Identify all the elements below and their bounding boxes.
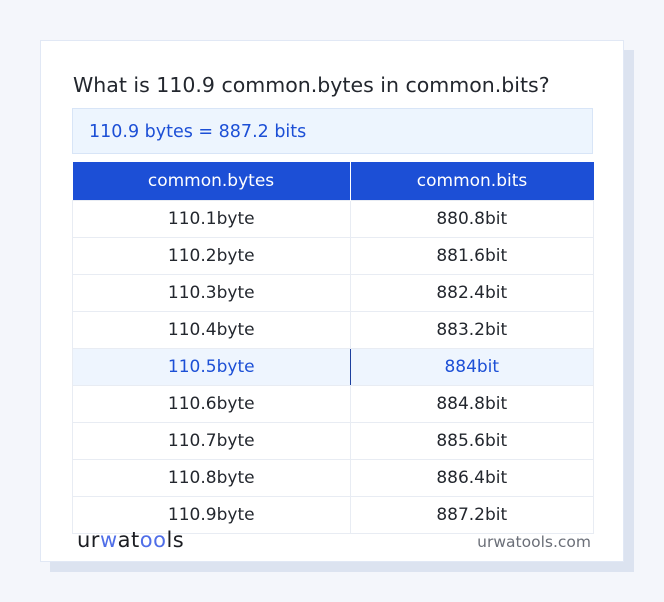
urwatools-logo: urwatools: [77, 528, 185, 552]
table-cell: 884bit: [349, 348, 595, 386]
table-cell: 887.2bit: [349, 496, 595, 534]
table-row: 110.3byte 882.4bit: [72, 274, 595, 312]
table-cell: 883.2bit: [349, 311, 595, 349]
table-cell: 110.3byte: [72, 274, 351, 312]
table-row: 110.2byte 881.6bit: [72, 237, 595, 275]
table-row: 110.4byte 883.2bit: [72, 311, 595, 349]
table-cell: 884.8bit: [349, 385, 595, 423]
result-box: 110.9 bytes = 887.2 bits: [72, 108, 593, 154]
table-cell: 110.1byte: [72, 200, 351, 238]
table-cell: 110.5byte: [72, 348, 351, 386]
table-cell: 881.6bit: [349, 237, 595, 275]
table-cell: 110.6byte: [72, 385, 351, 423]
site-url: urwatools.com: [477, 533, 591, 551]
conversion-table: common.bytes common.bits 110.1byte 880.8b…: [72, 162, 595, 534]
table-cell: 110.4byte: [72, 311, 351, 349]
table-cell: 110.9byte: [72, 496, 351, 534]
table-row: 110.5byte 884bit: [72, 348, 595, 386]
table-cell: 110.2byte: [72, 237, 351, 275]
table-row: 110.7byte 885.6bit: [72, 422, 595, 460]
column-header: common.bytes: [72, 162, 351, 201]
table-cell: 886.4bit: [349, 459, 595, 497]
table-row: 110.9byte 887.2bit: [72, 496, 595, 534]
table-row: 110.1byte 880.8bit: [72, 200, 595, 238]
column-header: common.bits: [350, 162, 594, 201]
table-cell: 885.6bit: [349, 422, 595, 460]
table-row: 110.8byte 886.4bit: [72, 459, 595, 497]
table-cell: 110.8byte: [72, 459, 351, 497]
table-cell: 110.7byte: [72, 422, 351, 460]
page-title: What is 110.9 common.bytes in common.bit…: [73, 73, 550, 97]
table-cell: 882.4bit: [349, 274, 595, 312]
table-cell: 880.8bit: [349, 200, 595, 238]
converter-card: What is 110.9 common.bytes in common.bit…: [40, 40, 624, 562]
table-row: 110.6byte 884.8bit: [72, 385, 595, 423]
